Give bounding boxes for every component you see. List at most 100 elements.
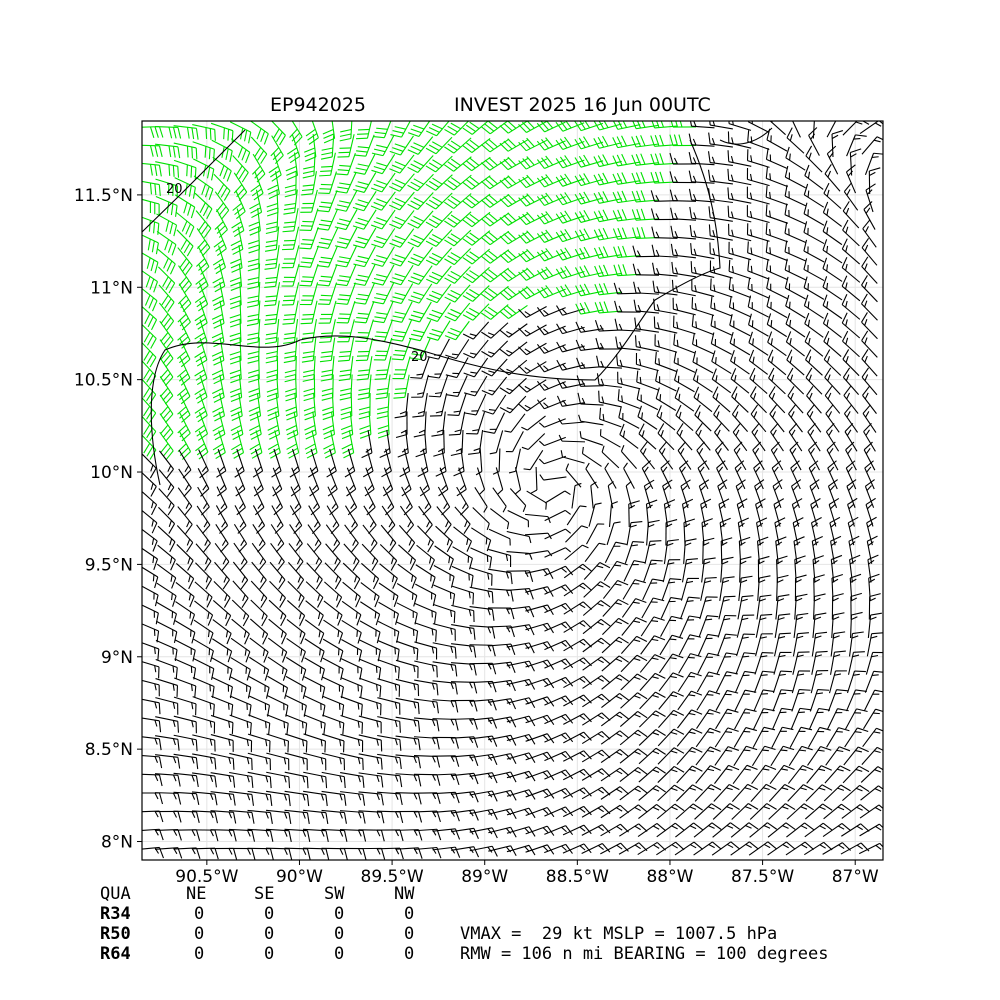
- wind-barb: [252, 448, 264, 478]
- wind-barb-strong: [142, 252, 159, 274]
- wind-barb-strong: [159, 339, 174, 368]
- wind-barb: [660, 596, 683, 619]
- wind-barb-strong: [142, 126, 164, 138]
- y-axis-ticks: 11.5°N 11°N 10.5°N 10°N 9.5°N 9°N 8.5°N 8°N: [74, 186, 142, 853]
- wind-barb-strong: [612, 209, 641, 222]
- wind-barb: [794, 574, 807, 602]
- wind-barb: [195, 562, 213, 590]
- wind-barb: [453, 448, 465, 477]
- wind-barb: [731, 386, 749, 413]
- wind-barb-strong: [304, 134, 317, 162]
- wind-barb: [434, 545, 454, 571]
- wind-barb: [488, 528, 511, 546]
- wind-barb: [230, 657, 251, 681]
- wind-barb: [340, 696, 363, 716]
- wind-barb: [811, 650, 828, 675]
- wind-barb: [747, 121, 770, 133]
- wind-barb: [680, 577, 699, 601]
- wind-barb: [842, 201, 860, 229]
- wind-barb-strong: [318, 300, 337, 324]
- wind-barb: [560, 450, 585, 464]
- wind-barb: [822, 239, 843, 264]
- contour-label: 20: [166, 182, 183, 197]
- wind-barb-strong: [462, 248, 491, 265]
- wind-barb: [287, 599, 306, 627]
- wind-barb: [696, 690, 721, 711]
- wind-barb: [305, 600, 324, 626]
- wind-barb: [544, 787, 574, 799]
- wind-barb: [863, 689, 883, 712]
- wind-barb: [142, 642, 160, 661]
- wind-barb-strong: [159, 413, 174, 442]
- wind-barb: [637, 841, 666, 856]
- wind-barb: [849, 573, 862, 602]
- wind-barb-strong: [391, 337, 412, 361]
- wind-barb-strong: [353, 264, 376, 286]
- wind-barb: [716, 633, 737, 656]
- wind-barb-strong: [177, 247, 193, 276]
- wind-barb-strong: [594, 264, 622, 278]
- wind-barb: [754, 652, 774, 675]
- wind-barb-strong: [371, 154, 396, 175]
- wind-barb: [620, 444, 638, 469]
- wind-barb-strong: [159, 357, 174, 387]
- wind-barb: [142, 585, 159, 607]
- wind-barb: [451, 643, 477, 658]
- wind-barb: [803, 239, 825, 263]
- wind-barb-strong: [213, 173, 231, 201]
- wind-barb: [604, 541, 627, 564]
- wind-barb: [341, 600, 362, 626]
- wind-barb: [651, 244, 678, 258]
- wind-barb: [289, 524, 303, 553]
- wind-barb-strong: [195, 210, 212, 238]
- wind-barb: [735, 479, 746, 509]
- wind-barb-strong: [336, 152, 356, 176]
- wind-barb: [308, 486, 321, 516]
- wind-barb-strong: [536, 285, 566, 299]
- wind-barb-strong: [407, 192, 434, 210]
- wind-barb-strong: [158, 302, 175, 331]
- wind-barb-strong: [593, 191, 622, 204]
- wind-barb-strong: [246, 300, 261, 327]
- wind-barb: [729, 331, 751, 356]
- wind-barb: [451, 565, 474, 587]
- wind-barb: [654, 334, 678, 353]
- wind-barb: [415, 429, 427, 458]
- wind-barb: [734, 708, 757, 730]
- wind-barb-strong: [270, 135, 284, 164]
- wind-barb: [792, 121, 801, 138]
- wind-barb: [653, 316, 678, 334]
- wind-barb: [228, 809, 255, 824]
- wind-barb: [676, 746, 703, 766]
- wind-barb: [525, 677, 555, 689]
- wind-barb: [867, 554, 879, 583]
- wind-barb: [380, 524, 397, 553]
- wind-barb-strong: [281, 263, 300, 287]
- wind-barb: [826, 121, 843, 138]
- wind-barb: [747, 130, 770, 150]
- wind-barb: [638, 804, 667, 819]
- wind-barb: [716, 460, 727, 490]
- wind-barb: [674, 386, 695, 412]
- wind-barb: [803, 221, 825, 245]
- wind-barb-strong: [177, 338, 191, 368]
- wind-barb: [544, 676, 574, 688]
- wind-barb-strong: [340, 392, 353, 420]
- wind-barb-strong: [339, 121, 353, 142]
- wind-barb: [828, 670, 847, 694]
- wind-barb-strong: [613, 245, 641, 259]
- wind-barb: [713, 404, 730, 432]
- wind-barb: [268, 618, 287, 645]
- wind-barb-strong: [408, 121, 431, 137]
- wind-barb-strong: [353, 246, 376, 268]
- wind-barb-strong: [249, 121, 269, 145]
- wind-barb-strong: [247, 337, 260, 364]
- wind-barb: [657, 765, 685, 783]
- wind-barb: [565, 463, 582, 488]
- wind-barb: [537, 399, 566, 410]
- wind-barb: [544, 713, 574, 725]
- wind-barb: [142, 698, 161, 715]
- wind-barb: [775, 536, 787, 564]
- wind-barb: [788, 404, 803, 433]
- wind-barb: [414, 717, 440, 732]
